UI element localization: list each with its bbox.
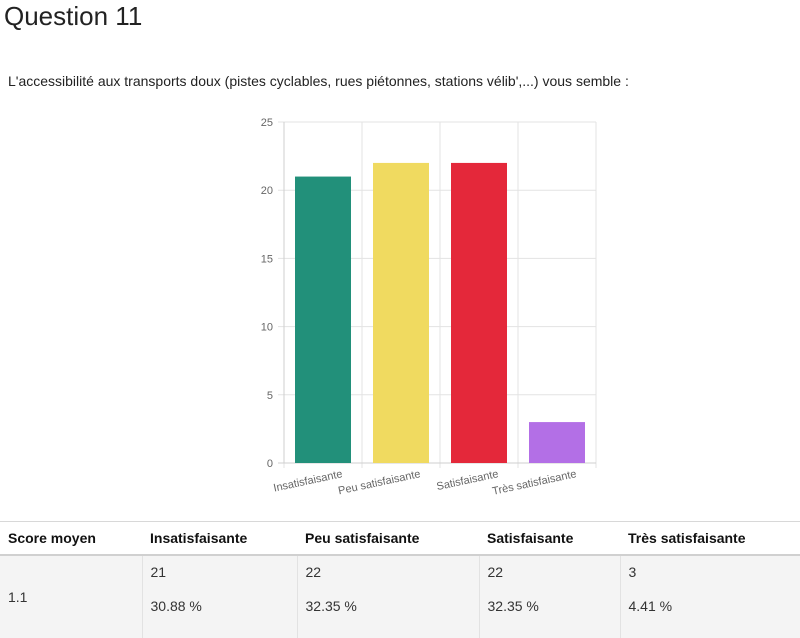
y-tick-label: 10 [261,322,273,334]
header-peu-satisfaisante: Peu satisfaisante [297,521,479,556]
percent-peu-satisfaisante: 32.35 % [305,598,357,614]
cell-tres-satisfaisante: 3 4.41 % [620,555,800,638]
bar-3 [451,162,507,464]
bar-4 [529,422,585,463]
x-tick-label: Très satisfaisante [491,468,577,498]
percent-tres-satisfaisante: 4.41 % [628,598,673,614]
percent-insatisfaisante: 30.88 % [150,598,202,614]
y-tick-label: 20 [261,185,273,197]
page-title: Question 11 [4,1,143,31]
bar-1 [295,176,351,463]
y-tick-label: 5 [267,390,273,402]
x-tick-label: Satisfaisante [436,468,500,493]
y-tick-label: 25 [261,117,273,129]
header-score: Score moyen [0,521,142,556]
count-tres-satisfaisante: 3 [628,564,637,580]
x-tick-label: Peu satisfaisante [337,468,421,497]
score-cell: 1.1 [0,555,143,638]
y-tick-label: 15 [261,253,273,265]
count-peu-satisfaisante: 22 [305,564,322,580]
header-tres-satisfaisante: Très satisfaisante [620,521,800,556]
header-insatisfaisante: Insatisfaisante [142,521,297,556]
results-table: Score moyen Insatisfaisante Peu satisfai… [0,521,800,638]
header-satisfaisante: Satisfaisante [479,521,620,556]
cell-satisfaisante: 22 32.35 % [479,555,621,638]
percent-satisfaisante: 32.35 % [487,598,539,614]
y-tick-label: 0 [267,458,273,470]
cell-insatisfaisante: 21 30.88 % [142,555,298,638]
count-satisfaisante: 22 [487,564,504,580]
count-insatisfaisante: 21 [150,564,167,580]
bar-2 [373,162,429,464]
question-text: L'accessibilité aux transports doux (pis… [8,73,629,89]
table-row: 1.1 21 30.88 % 22 32.35 % 22 32.35 % 3 4… [0,555,800,638]
x-tick-label: Insatisfaisante [272,468,343,494]
table-header-row: Score moyen Insatisfaisante Peu satisfai… [0,521,800,556]
cell-peu-satisfaisante: 22 32.35 % [297,555,480,638]
score-value: 1.1 [8,589,28,605]
